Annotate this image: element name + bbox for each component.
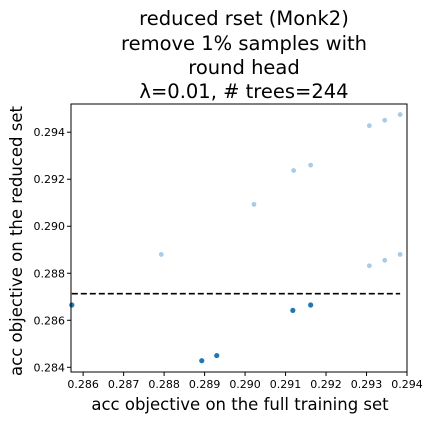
x-tick-label: 0.286 — [67, 378, 99, 391]
y-tick-label: 0.294 — [34, 126, 66, 139]
x-tick-label: 0.287 — [108, 378, 140, 391]
scatter-point-dark — [199, 358, 205, 364]
x-tick-label: 0.292 — [310, 378, 342, 391]
scatter-point-dark — [290, 307, 296, 314]
x-tick-label: 0.288 — [148, 378, 180, 391]
scatter-point-light — [366, 263, 372, 269]
scatter-point-light — [397, 112, 403, 117]
scatter-point-light — [366, 123, 372, 129]
scatter-point-light — [158, 252, 164, 257]
title-line-2: remove 1% samples with — [121, 32, 367, 55]
title-line-1: reduced rset (Monk2) — [139, 7, 349, 30]
scatter-point-light — [308, 162, 314, 168]
title-line-4: λ=0.01, # trees=244 — [139, 80, 348, 103]
scatter-point-light — [251, 201, 257, 207]
x-tick-label: 0.291 — [270, 378, 302, 391]
y-axis-ticks: 0.284 0.286 0.288 0.290 0.292 0.294 — [34, 126, 71, 374]
y-axis-label: acc objective on the reduced set — [7, 106, 26, 376]
y-tick-label: 0.290 — [34, 220, 66, 233]
data-points — [69, 112, 403, 364]
x-axis-label: acc objective on the full training set — [91, 395, 389, 414]
x-tick-label: 0.289 — [189, 378, 221, 391]
scatter-point-dark — [308, 302, 314, 308]
scatter-point-light — [382, 257, 388, 263]
y-tick-label: 0.292 — [34, 173, 66, 186]
y-tick-label: 0.288 — [34, 267, 66, 280]
title-line-3: round head — [188, 56, 300, 79]
scatter-point-dark — [214, 352, 220, 359]
x-tick-label: 0.290 — [229, 378, 261, 391]
scatter-point-light — [291, 168, 297, 173]
x-tick-label: 0.293 — [351, 378, 383, 391]
plot-area-frame — [70, 103, 408, 373]
x-axis-ticks: 0.286 0.287 0.288 0.289 0.290 0.291 0.292 0.293… — [67, 372, 423, 391]
chart-title: reduced rset (Monk2) remove 1% samples w… — [121, 7, 367, 103]
scatter-point-light — [397, 252, 403, 257]
scatter-point-dark — [69, 302, 75, 308]
scatter-point-light — [382, 117, 388, 123]
x-tick-label: 0.294 — [391, 378, 423, 391]
y-tick-label: 0.286 — [34, 314, 66, 327]
y-tick-label: 0.284 — [34, 361, 66, 374]
